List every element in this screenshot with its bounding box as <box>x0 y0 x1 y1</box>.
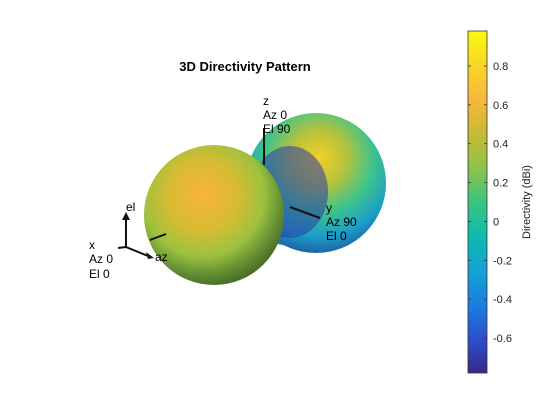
triad-el-label: el <box>126 200 135 214</box>
z-axis-label-line2: Az 0 <box>263 108 287 122</box>
y-axis-line <box>289 206 321 219</box>
triad-az-arrowhead <box>146 252 154 259</box>
colorbar-tick-label: -0.4 <box>493 294 512 306</box>
colorbar-label: Directivity (dBi) <box>521 165 533 239</box>
colorbar-fill <box>467 30 488 374</box>
colorbar-ticks: -0.6 -0.4 -0.2 0 0.2 0.4 0.6 0.8 <box>468 61 512 345</box>
triad-el-arrowhead <box>122 212 130 220</box>
colorbar-tick-label: 0.6 <box>493 100 508 112</box>
y-axis-label-line1: y <box>326 201 332 215</box>
triad-az-label: az <box>155 250 168 264</box>
x-axis-label-line1: x <box>89 238 95 252</box>
x-axis-label-line3: El 0 <box>89 267 110 281</box>
y-axis-label-line3: El 0 <box>326 229 347 243</box>
z-axis-label-line3: El 90 <box>263 122 291 136</box>
orientation-triad: el az <box>117 200 168 264</box>
pattern-lobe-front <box>144 145 284 285</box>
z-axis-label: z Az 0 El 90 <box>263 94 291 136</box>
colorbar-tick-label: 0 <box>493 216 499 228</box>
triad-az-arrow <box>125 246 149 257</box>
y-axis-label: y Az 90 El 0 <box>326 201 357 243</box>
triad-x-arrow <box>117 246 127 249</box>
colorbar: -0.6 -0.4 -0.2 0 0.2 0.4 0.6 0.8 Directivity (d… <box>467 30 533 374</box>
colorbar-tick-label: -0.6 <box>493 333 512 345</box>
z-axis-label-line1: z <box>263 94 269 108</box>
x-axis-line <box>149 233 167 241</box>
pattern-surface <box>144 113 386 285</box>
colorbar-tick-label: 0.4 <box>493 139 508 151</box>
y-axis-label-line2: Az 90 <box>326 215 357 229</box>
colorbar-tick-label: 0.8 <box>493 61 508 73</box>
colorbar-tick-label: -0.2 <box>493 255 512 267</box>
x-axis-label: x Az 0 El 0 <box>89 238 113 281</box>
colorbar-tick-label: 0.2 <box>493 178 508 190</box>
x-axis-label-line2: Az 0 <box>89 252 113 266</box>
chart-title: 3D Directivity Pattern <box>179 59 311 74</box>
